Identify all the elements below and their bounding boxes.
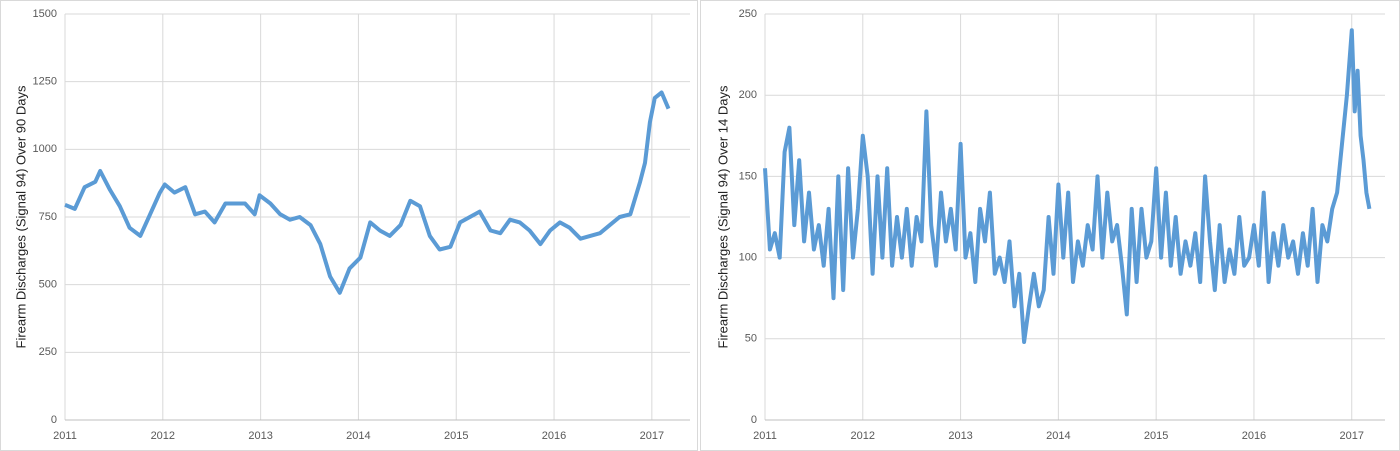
y-tick-label: 1250 [33,76,57,88]
x-tick-label: 2013 [948,430,972,442]
x-tick-label: 2017 [640,430,664,442]
x-tick-label: 2013 [248,430,272,442]
x-tick-label: 2016 [542,430,566,442]
y-tick-label: 50 [745,333,757,345]
panel [0,0,698,451]
x-tick-label: 2012 [851,430,875,442]
y-axis-label: Firearm Discharges (Signal 94) Over 90 D… [13,85,28,348]
x-tick-label: 2012 [151,430,175,442]
x-tick-label: 2017 [1340,430,1364,442]
x-tick-label: 2014 [1046,430,1070,442]
x-tick-label: 2011 [53,430,77,442]
y-tick-label: 200 [739,89,757,101]
y-tick-label: 500 [39,279,57,291]
y-tick-label: 750 [39,211,57,223]
y-tick-label: 1500 [33,8,57,20]
y-tick-label: 150 [739,170,757,182]
y-axis-label: Firearm Discharges (Signal 94) Over 14 D… [715,85,730,348]
x-tick-label: 2015 [1144,430,1168,442]
y-tick-label: 250 [39,346,57,358]
x-tick-label: 2015 [444,430,468,442]
y-tick-label: 100 [739,252,757,264]
x-tick-label: 2011 [753,430,777,442]
x-tick-label: 2014 [346,430,370,442]
data-line [763,28,1372,344]
y-tick-label: 1000 [33,143,57,155]
y-tick-label: 250 [739,8,757,20]
y-tick-label: 0 [751,414,757,426]
data-line [64,90,671,295]
x-tick-label: 2016 [1242,430,1266,442]
y-tick-label: 0 [51,414,57,426]
